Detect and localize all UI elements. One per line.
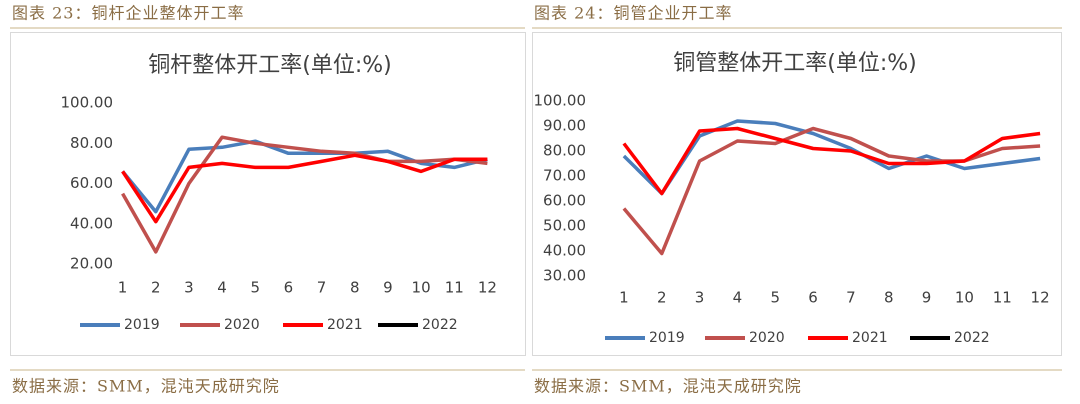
- chart-title: 铜管整体开工率(单位:%): [673, 51, 916, 76]
- x-tick-label: 6: [808, 289, 818, 307]
- y-tick-label: 30.00: [543, 267, 586, 285]
- source-note: 数据来源：SMM，混沌天成研究院: [534, 377, 802, 396]
- series-line: [121, 135, 488, 254]
- x-tick-label: 11: [993, 289, 1012, 307]
- figure-caption: 图表 23：铜杆企业整体开工率: [12, 4, 244, 23]
- x-tick-label: 1: [619, 289, 629, 307]
- legend-label: 2022: [422, 317, 458, 333]
- x-tick-label: 3: [695, 289, 705, 307]
- y-tick-label: 40.00: [70, 214, 113, 232]
- legend-label: 2021: [327, 317, 363, 333]
- y-tick-label: 40.00: [543, 242, 586, 260]
- y-tick-label: 70.00: [543, 167, 586, 185]
- y-tick-label: 80.00: [543, 142, 586, 160]
- series-line: [622, 126, 1041, 196]
- legend-label: 2022: [954, 330, 990, 346]
- x-tick-label: 5: [250, 279, 260, 297]
- y-tick-label: 100.00: [61, 94, 114, 112]
- x-tick-label: 12: [478, 279, 497, 297]
- x-tick-label: 2: [657, 289, 667, 307]
- legend-label: 2020: [749, 330, 785, 346]
- y-tick-label: 60.00: [543, 192, 586, 210]
- legend-label: 2020: [224, 317, 260, 333]
- x-tick-label: 5: [770, 289, 780, 307]
- y-tick-label: 90.00: [543, 117, 586, 135]
- x-tick-label: 3: [184, 279, 194, 297]
- legend-label: 2019: [649, 330, 685, 346]
- x-tick-label: 11: [445, 279, 464, 297]
- y-tick-label: 50.00: [543, 217, 586, 235]
- legend-label: 2019: [124, 317, 160, 333]
- x-tick-label: 10: [955, 289, 974, 307]
- series-line: [121, 153, 488, 224]
- chart-frame: [10, 32, 526, 356]
- series-line: [622, 126, 1041, 256]
- y-tick-label: 80.00: [70, 134, 113, 152]
- x-tick-label: 1: [118, 279, 128, 297]
- x-tick-label: 7: [846, 289, 856, 307]
- legend-label: 2021: [852, 330, 888, 346]
- y-tick-label: 20.00: [70, 255, 113, 273]
- x-tick-label: 2: [151, 279, 161, 297]
- x-tick-label: 8: [350, 279, 360, 297]
- source-note: 数据来源：SMM，混沌天成研究院: [12, 377, 280, 396]
- x-tick-label: 6: [284, 279, 294, 297]
- series-line: [121, 139, 488, 214]
- y-tick-label: 100.00: [534, 92, 587, 110]
- x-tick-label: 10: [412, 279, 431, 297]
- series-line: [622, 119, 1041, 196]
- x-tick-label: 4: [733, 289, 743, 307]
- x-tick-label: 9: [922, 289, 932, 307]
- x-tick-label: 9: [383, 279, 393, 297]
- chart-title: 铜杆整体开工率(单位:%): [148, 53, 391, 78]
- x-tick-label: 8: [884, 289, 894, 307]
- figure-caption: 图表 24：铜管企业开工率: [534, 4, 732, 23]
- chart-frame: [532, 32, 1062, 356]
- y-tick-label: 60.00: [70, 174, 113, 192]
- x-tick-label: 7: [317, 279, 327, 297]
- x-tick-label: 4: [217, 279, 227, 297]
- x-tick-label: 12: [1031, 289, 1050, 307]
